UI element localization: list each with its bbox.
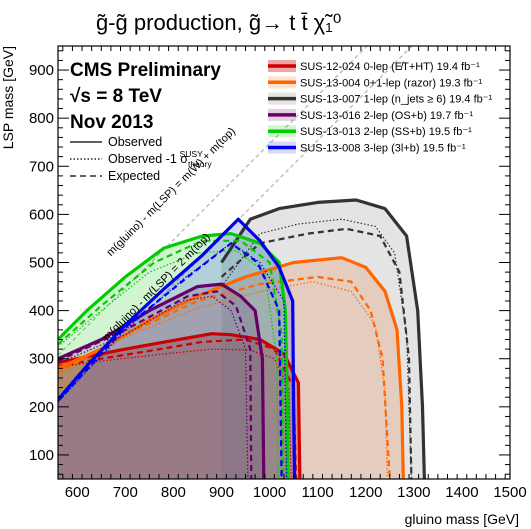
x-tick-label: 1200 <box>349 484 382 501</box>
sigma-susy-sup: SUSY <box>180 149 203 159</box>
exclusion-fill-0 <box>58 333 300 479</box>
exclusion-fill-5 <box>58 219 295 479</box>
style-legend-observed-minus: Observed -1 σtheorySUSY <box>108 149 212 169</box>
analysis-legend: SUS-12-024 0-lep (E̸T+HT) 19.4 fb⁻¹ SUS-1… <box>268 60 493 155</box>
style-legend: Observed Observed -1 σtheorySUSY Expecte… <box>70 135 212 183</box>
observed-minus-contour-1 <box>58 281 388 479</box>
observed-contour-2 <box>220 198 426 479</box>
y-tick-label: 200 <box>29 399 54 416</box>
x-tick-label: 700 <box>113 484 138 501</box>
observed-contour-3 <box>58 282 266 479</box>
y-tick-label: 500 <box>29 255 54 272</box>
legend-entry-4: SUS-13-013 2-lep (SS+b) 19.5 fb⁻¹ <box>300 126 472 138</box>
exclusion-fill-1 <box>58 257 404 479</box>
diagonal-line-0 <box>58 46 369 356</box>
energy-label: √s = 8 TeV <box>70 86 162 107</box>
style-legend-observed: Observed <box>108 135 162 149</box>
y-tick-label: 300 <box>29 351 54 368</box>
x-tick-label: 600 <box>65 484 90 501</box>
y-tick-label: 100 <box>29 447 54 464</box>
sigma-theory-sub: theory <box>188 159 212 169</box>
cms-label: CMS Preliminary <box>70 60 221 81</box>
x-tick-label: 1100 <box>302 484 334 501</box>
y-tick-label: 600 <box>29 206 54 223</box>
legend-entry-2: SUS-13-007 1-lep (n_jets ≥ 6) 19.4 fb⁻¹ <box>300 94 493 106</box>
legend-entry-5: SUS-13-008 3-lep (3l+b) 19.5 fb⁻¹ <box>300 143 466 155</box>
date-label: Nov 2013 <box>70 112 153 133</box>
expected-contour-0 <box>58 338 298 479</box>
y-axis-title: LSP mass [GeV] <box>0 46 16 149</box>
y-tick-label: 800 <box>29 110 54 127</box>
y-tick-label: 700 <box>29 158 54 175</box>
y-tick-label: 400 <box>29 303 54 320</box>
observed-contour-5 <box>58 217 297 479</box>
expected-contour-5 <box>58 241 283 479</box>
observed-minus-contour-4 <box>58 249 279 479</box>
exclusion-contours <box>58 198 426 479</box>
x-tick-label: 1000 <box>253 484 286 501</box>
legend-entry-3: SUS-13-016 2-lep (OS+b) 19.7 fb⁻¹ <box>300 110 473 122</box>
plot-area <box>58 46 510 479</box>
observed-minus-contour-3 <box>58 295 249 479</box>
y-tick-label: 900 <box>29 62 54 79</box>
style-legend-expected: Expected <box>108 169 160 183</box>
legend-entry-1: SUS-13-004 0+1-lep (razor) 19.3 fb⁻¹ <box>300 77 483 89</box>
x-tick-label: 1300 <box>397 484 430 501</box>
x-tick-label: 900 <box>209 484 234 501</box>
x-tick-label: 1500 <box>493 484 526 501</box>
x-tick-label: 800 <box>161 484 186 501</box>
legend-entry-0: SUS-12-024 0-lep (E̸T+HT) 19.4 fb⁻¹ <box>300 61 480 73</box>
axis-ticks: 600 700 800 900 1000 1100 1200 1300 1400 1500 100 2… <box>29 46 527 501</box>
x-axis-title: gluino mass [GeV] <box>405 511 519 527</box>
observed-contour-4 <box>58 232 290 479</box>
x-tick-label: 1400 <box>445 484 478 501</box>
chart-title: g̃-g̃ production, g̃→ t t̄ χ̃₁⁰ <box>96 10 342 35</box>
expected-contour-1 <box>58 275 391 479</box>
